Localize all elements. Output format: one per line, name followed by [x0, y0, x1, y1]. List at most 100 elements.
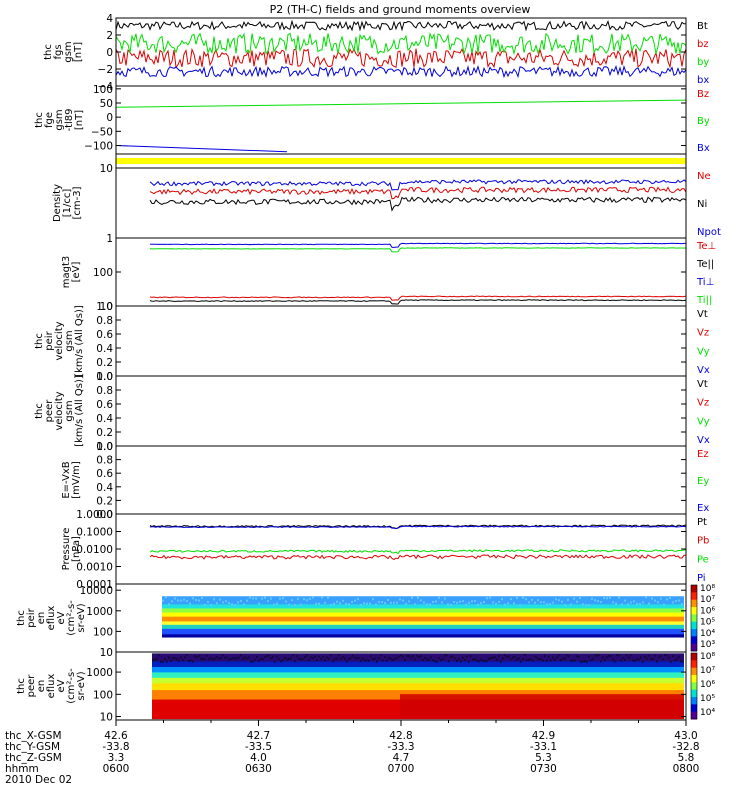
series-line-by — [115, 31, 687, 56]
spectrogram-noise — [428, 659, 430, 662]
spectrogram-noise — [152, 659, 154, 662]
spectrogram-noise — [610, 654, 612, 657]
colorbar-tick-label: 10⁵ — [700, 618, 715, 628]
spectrogram-noise — [226, 656, 228, 659]
spectrogram-noise — [594, 599, 596, 602]
spectrogram-noise — [424, 656, 426, 659]
spectrogram-noise — [468, 601, 470, 604]
y-tick-label: 10000 — [80, 585, 113, 597]
spectrogram-noise — [332, 660, 334, 663]
spectrogram-noise — [462, 656, 464, 659]
spectrogram-noise — [399, 598, 401, 601]
colorbar-segment — [691, 621, 697, 630]
y-axis-label: thc — [16, 678, 27, 694]
spectrogram-noise — [210, 603, 212, 606]
spectrogram-noise — [510, 598, 512, 601]
spectrogram-noise — [312, 596, 314, 599]
spectrogram-noise — [381, 601, 383, 604]
spectrogram-noise — [638, 658, 640, 661]
spectrogram-noise — [294, 660, 296, 663]
colorbar-segment — [691, 697, 697, 705]
spectrogram-noise — [664, 654, 666, 657]
spectrogram-noise — [354, 656, 356, 659]
y-axis-label: thc — [16, 610, 27, 626]
spectrogram-noise — [416, 654, 418, 657]
colorbar-segment — [691, 704, 697, 713]
spectrogram-noise — [303, 598, 305, 601]
spectrogram-noise — [348, 603, 350, 606]
spectrogram-noise — [194, 655, 196, 658]
spectrogram-noise — [186, 599, 188, 602]
y-axis-label: peir — [44, 330, 55, 350]
spectrogram-noise — [624, 599, 626, 602]
spectrogram-noise — [534, 655, 536, 658]
spectrogram-noise — [438, 657, 440, 660]
spectrogram-noise — [398, 655, 400, 658]
y-axis-label: thc — [34, 112, 45, 128]
spectrogram-noise — [464, 659, 466, 662]
spectrogram-noise — [446, 654, 448, 657]
ephemeris-value: 42.7 — [247, 730, 270, 742]
spectrogram-noise — [612, 658, 614, 661]
spectrogram-noise — [670, 660, 672, 663]
spectrogram-noise — [168, 603, 170, 606]
spectrogram-noise — [351, 600, 353, 603]
y-axis-label: peer — [26, 674, 37, 698]
y-axis-label: velocity — [54, 321, 65, 360]
spectrogram-noise — [594, 654, 596, 657]
spectrogram-noise — [538, 658, 540, 661]
spectrogram-noise — [170, 659, 172, 662]
spectrogram-noise — [471, 600, 473, 603]
series-line-ti — [149, 247, 687, 253]
panel-6: 1.0 0.8 0.6 0.4 0.2 0.0 thc peir velocity gsm [km/… — [34, 301, 710, 383]
spectrogram-noise — [680, 660, 682, 663]
spectrogram-noise — [345, 602, 347, 605]
spectrogram-noise — [465, 603, 467, 606]
spectrogram-noise — [615, 602, 617, 605]
spectrogram-noise — [507, 602, 509, 605]
colorbar-segment — [691, 614, 697, 623]
series-line-pe — [149, 549, 687, 555]
spectrogram-noise — [390, 601, 392, 604]
spectrogram-noise — [258, 659, 260, 662]
y-axis-label: velocity — [54, 391, 65, 430]
spectrogram-noise — [645, 596, 647, 599]
colorbar-segment — [691, 660, 697, 669]
ephemeris-value: 42.9 — [532, 730, 555, 742]
spectrogram-noise — [609, 596, 611, 599]
spectrogram-noise — [220, 657, 222, 660]
y-axis-label: eV — [56, 679, 67, 692]
spectrogram-noise — [402, 655, 404, 658]
spectrogram-noise — [315, 602, 317, 605]
spectrogram-noise — [339, 602, 341, 605]
spectrogram-noise — [582, 603, 584, 606]
spectrogram-noise — [358, 656, 360, 659]
spectrogram-noise — [477, 603, 479, 606]
ephemeris-value: 3.3 — [108, 752, 125, 764]
spectrogram-noise — [190, 659, 192, 662]
spectrogram-noise — [663, 603, 665, 606]
spectrogram-noise — [488, 657, 490, 660]
spectrogram-noise — [300, 658, 302, 661]
colorbar-tick-label: 10³ — [700, 640, 715, 650]
spectrogram-noise — [536, 656, 538, 659]
y-axis-label: eflux — [46, 674, 57, 699]
spectrogram-noise — [346, 660, 348, 663]
spectrogram-noise — [447, 603, 449, 606]
spectrogram-noise — [434, 660, 436, 663]
spectrogram-band — [162, 634, 684, 638]
spectrogram-noise — [320, 657, 322, 660]
spectrogram-noise — [268, 654, 270, 657]
spectrogram-band — [162, 624, 684, 630]
spectrogram-noise — [368, 659, 370, 662]
spectrogram-noise — [237, 601, 239, 604]
legend-vx: Vx — [697, 435, 710, 446]
spectrogram-noise — [206, 654, 208, 657]
spectrogram-noise — [198, 599, 200, 602]
spectrogram-noise — [196, 656, 198, 659]
y-axis-label: eflux — [46, 606, 57, 631]
spectrogram-noise — [408, 655, 410, 658]
y-tick-label: 0.4 — [96, 413, 113, 425]
ephemeris-label: thc_Z-GSM — [5, 752, 62, 764]
